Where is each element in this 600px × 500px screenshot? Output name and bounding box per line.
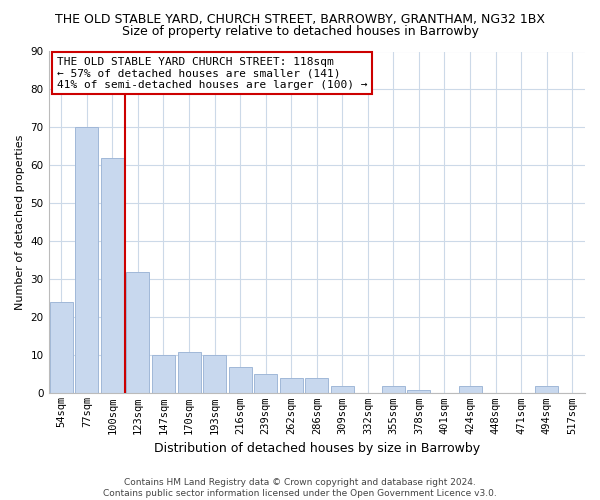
- Bar: [458, 386, 482, 394]
- Text: Contains HM Land Registry data © Crown copyright and database right 2024.
Contai: Contains HM Land Registry data © Crown c…: [103, 478, 497, 498]
- Bar: [229, 367, 251, 394]
- Text: Size of property relative to detached houses in Barrowby: Size of property relative to detached ho…: [122, 25, 478, 38]
- Bar: [305, 378, 328, 394]
- Bar: [50, 302, 73, 394]
- Bar: [280, 378, 303, 394]
- Text: THE OLD STABLE YARD CHURCH STREET: 118sqm
← 57% of detached houses are smaller (: THE OLD STABLE YARD CHURCH STREET: 118sq…: [56, 56, 367, 90]
- Bar: [152, 356, 175, 394]
- Bar: [178, 352, 200, 394]
- Bar: [127, 272, 149, 394]
- Y-axis label: Number of detached properties: Number of detached properties: [15, 135, 25, 310]
- Bar: [331, 386, 354, 394]
- Bar: [254, 374, 277, 394]
- Bar: [101, 158, 124, 394]
- Bar: [535, 386, 558, 394]
- Text: THE OLD STABLE YARD, CHURCH STREET, BARROWBY, GRANTHAM, NG32 1BX: THE OLD STABLE YARD, CHURCH STREET, BARR…: [55, 12, 545, 26]
- Bar: [203, 356, 226, 394]
- Bar: [382, 386, 405, 394]
- X-axis label: Distribution of detached houses by size in Barrowby: Distribution of detached houses by size …: [154, 442, 480, 455]
- Bar: [407, 390, 430, 394]
- Bar: [76, 128, 98, 394]
